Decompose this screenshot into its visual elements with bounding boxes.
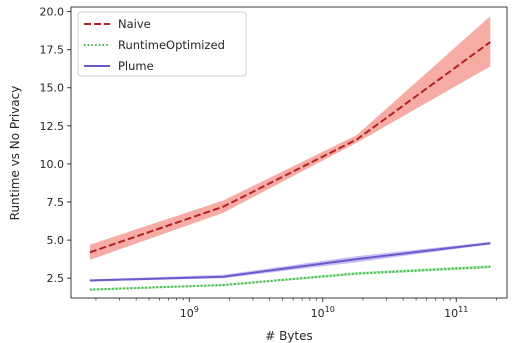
y-tick-label: 20.0	[40, 6, 65, 19]
y-tick-label: 5.0	[47, 234, 65, 247]
legend-box	[77, 11, 247, 77]
legend-label-plume: Plume	[118, 59, 154, 73]
series-lines	[89, 41, 491, 291]
x-axis: 109 1010 1011	[95, 298, 497, 320]
y-tick-label: 2.5	[47, 272, 65, 285]
line-runtimeoptimized	[89, 265, 491, 291]
line-naive	[89, 41, 491, 254]
band-naive	[89, 16, 491, 260]
line-plume	[89, 242, 491, 282]
x-tick-label: 109	[180, 305, 199, 320]
plot-frame	[70, 6, 508, 299]
y-axis: 2.5 5.0 7.5 10.0 12.5 15.0 17.5 20.0	[40, 6, 71, 285]
y-tick-label: 17.5	[40, 44, 65, 57]
x-axis-label: # Bytes	[265, 329, 313, 343]
legend-label-runtimeoptimized: RuntimeOptimized	[118, 38, 225, 52]
x-minor-ticks	[95, 298, 497, 301]
y-axis-label: Runtime vs No Privacy	[8, 86, 22, 221]
legend: Naive RuntimeOptimized Plume	[77, 11, 247, 77]
x-tick-label: 1011	[444, 305, 468, 320]
x-tick-label: 1010	[311, 305, 335, 320]
y-tick-label: 7.5	[47, 196, 65, 209]
y-tick-label: 10.0	[40, 158, 65, 171]
y-tick-label: 12.5	[40, 120, 65, 133]
y-tick-label: 15.0	[40, 82, 65, 95]
legend-label-naive: Naive	[118, 17, 151, 31]
